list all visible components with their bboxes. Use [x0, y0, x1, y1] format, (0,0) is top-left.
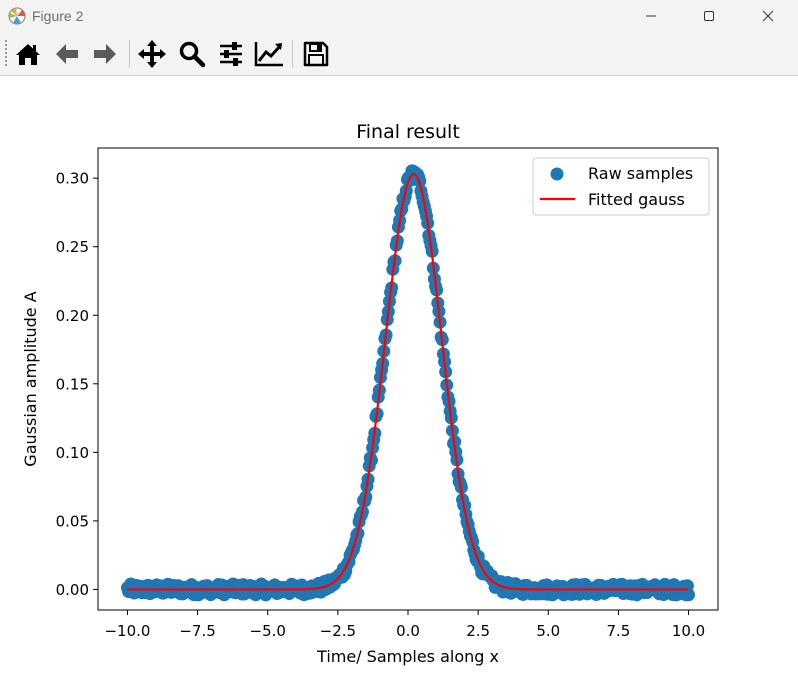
window-title: Figure 2	[32, 8, 84, 24]
fitted-gauss-series	[127, 172, 689, 591]
raw-samples-series	[120, 164, 696, 602]
x-tick-label: 0.0	[396, 622, 420, 640]
line-chart-icon	[254, 42, 283, 67]
maximize-icon	[704, 11, 714, 21]
x-axis-label: Time/ Samples along x	[316, 647, 499, 666]
x-tick-label: −7.5	[179, 622, 215, 640]
floppy-disk-icon	[303, 41, 329, 67]
home-icon	[16, 44, 40, 65]
arrow-left-icon	[56, 44, 78, 64]
window-titlebar: Figure 2	[0, 0, 798, 32]
legend-frame	[532, 157, 710, 216]
legend-label-raw-samples: Raw samples	[588, 164, 693, 183]
toolbar-separator	[129, 40, 130, 68]
x-tick-label: −5.0	[250, 622, 286, 640]
figure-canvas[interactable]: Final result −10.0 −7.5 −5.0 −2.5 0.0 2.5 5.0 7…	[0, 77, 798, 676]
y-tick-label: 0.25	[56, 238, 89, 256]
x-tick-label: 5.0	[536, 622, 560, 640]
maximize-button[interactable]	[686, 0, 732, 32]
sliders-icon	[220, 42, 242, 66]
pan-button[interactable]	[136, 38, 168, 70]
y-tick-label: 0.20	[56, 307, 89, 325]
plot-frame	[97, 147, 719, 611]
x-tick-label: 2.5	[466, 622, 490, 640]
chart-title: Final result	[356, 121, 460, 143]
y-axis: 0.00 0.05 0.10 0.15 0.20 0.25 0.30	[56, 170, 98, 599]
x-tick-label: 10.0	[672, 622, 705, 640]
navigation-toolbar	[0, 32, 798, 76]
y-tick-label: 0.30	[56, 170, 89, 188]
x-axis: −10.0 −7.5 −5.0 −2.5 0.0 2.5 5.0 7.5 10.0	[104, 610, 705, 640]
y-tick-label: 0.15	[56, 375, 89, 393]
home-button[interactable]	[12, 38, 44, 70]
y-tick-label: 0.05	[56, 512, 89, 530]
legend-marker-raw-samples	[550, 167, 564, 181]
y-tick-label: 0.00	[56, 581, 89, 599]
zoom-button[interactable]	[176, 38, 208, 70]
arrow-right-icon	[94, 44, 116, 64]
close-icon	[762, 10, 774, 22]
close-button[interactable]	[745, 0, 791, 32]
subplots-button[interactable]	[215, 38, 247, 70]
minimize-icon	[646, 15, 656, 17]
y-axis-label: Gaussian amplitude A	[21, 291, 40, 466]
y-tick-label: 0.10	[56, 444, 89, 462]
move-icon	[138, 40, 166, 68]
save-button[interactable]	[300, 38, 332, 70]
x-tick-label: −2.5	[320, 622, 356, 640]
x-tick-label: −10.0	[104, 622, 150, 640]
forward-button[interactable]	[89, 38, 121, 70]
legend: Raw samples Fitted gauss	[532, 157, 710, 216]
legend-label-fitted-gauss: Fitted gauss	[588, 190, 685, 209]
x-tick-label: 7.5	[606, 622, 630, 640]
app-icon	[8, 7, 26, 25]
fitted-gauss-line	[127, 172, 689, 591]
minimize-button[interactable]	[628, 0, 674, 32]
back-button[interactable]	[51, 38, 83, 70]
edit-axes-button[interactable]	[253, 38, 285, 70]
magnifier-icon	[179, 41, 206, 68]
chart[interactable]: Final result −10.0 −7.5 −5.0 −2.5 0.0 2.5 5.0 7…	[0, 77, 798, 676]
toolbar-separator	[292, 40, 293, 68]
scatter-point	[682, 588, 696, 602]
toolbar-grip[interactable]	[5, 40, 7, 68]
